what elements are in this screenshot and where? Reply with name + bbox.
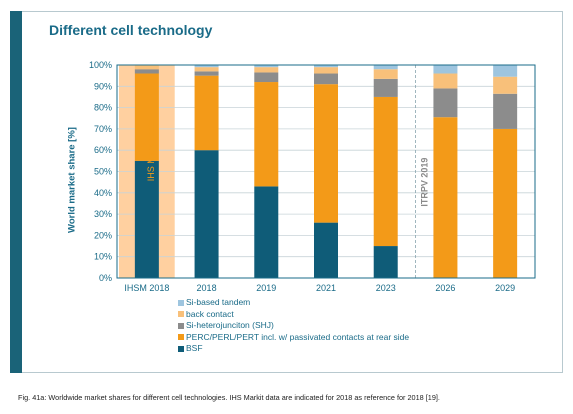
y-tick-label: 40% bbox=[94, 188, 112, 198]
bar-segment bbox=[433, 117, 458, 278]
legend-swatch bbox=[178, 345, 184, 352]
legend-label: Si-based tandem bbox=[186, 297, 251, 307]
bar-segment bbox=[493, 128, 518, 278]
bar-segment bbox=[373, 69, 398, 79]
y-tick-label: 20% bbox=[94, 230, 112, 240]
x-tick-label: 2021 bbox=[316, 283, 336, 293]
bar-segment bbox=[254, 65, 279, 68]
x-tick-label: 2018 bbox=[197, 283, 217, 293]
y-tick-label: 80% bbox=[94, 103, 112, 113]
accent-bar bbox=[10, 11, 22, 373]
legend-item: Si-based tandem bbox=[178, 297, 409, 309]
bar-segment bbox=[194, 65, 219, 68]
legend-item: BSF bbox=[178, 343, 409, 355]
legend-label: BSF bbox=[186, 343, 203, 353]
y-tick-label: 10% bbox=[94, 252, 112, 262]
bar-segment bbox=[373, 78, 398, 97]
y-axis-label: World market share [%] bbox=[66, 127, 78, 233]
legend-item: back contact bbox=[178, 309, 409, 321]
x-tick-label: IHSM 2018 bbox=[124, 283, 169, 293]
plot-area-border bbox=[116, 64, 536, 279]
x-tick-label: 2026 bbox=[435, 283, 455, 293]
legend-swatch bbox=[178, 334, 184, 341]
bar-segment bbox=[373, 96, 398, 247]
bar-segment bbox=[254, 186, 279, 278]
y-axis-label-wrap: World market share [%] bbox=[57, 105, 87, 255]
bar-segment bbox=[314, 67, 338, 74]
bar-segment bbox=[493, 93, 518, 129]
x-tick-label: 2029 bbox=[495, 283, 515, 293]
bar-segment bbox=[314, 222, 338, 278]
bar-segment bbox=[134, 73, 159, 161]
y-tick-label: 50% bbox=[94, 167, 112, 177]
annotation-ihs-markit: IHS Markit data bbox=[146, 119, 156, 181]
bar-segment bbox=[194, 75, 219, 151]
legend-swatch bbox=[178, 311, 184, 318]
legend-item: PERC/PERL/PERT incl. w/ passivated conta… bbox=[178, 332, 409, 344]
bar-segment bbox=[314, 84, 338, 223]
legend-label: back contact bbox=[186, 308, 234, 319]
y-tick-label: 90% bbox=[94, 81, 112, 91]
legend-swatch bbox=[178, 322, 184, 329]
y-tick-label: 30% bbox=[94, 209, 112, 219]
y-tick-label: 0% bbox=[99, 273, 112, 283]
bar-segment bbox=[254, 72, 279, 83]
y-tick-label: 70% bbox=[94, 124, 112, 134]
bar-segment bbox=[373, 246, 398, 278]
bar-segment bbox=[254, 82, 279, 187]
bar-segment bbox=[373, 65, 398, 70]
x-tick-label: 2019 bbox=[256, 283, 276, 293]
y-tick-label: 100% bbox=[89, 60, 112, 70]
bar-segment bbox=[194, 67, 219, 72]
chart-title: Different cell technology bbox=[49, 22, 213, 38]
legend-swatch bbox=[178, 299, 184, 306]
chart-frame bbox=[10, 11, 563, 373]
bar-segment bbox=[194, 71, 219, 76]
bar-segment bbox=[314, 65, 338, 68]
bar-segment bbox=[493, 65, 518, 77]
bar-segment bbox=[433, 88, 458, 118]
bar-segment bbox=[314, 73, 338, 85]
bar-segment bbox=[254, 67, 279, 73]
bar-segment bbox=[433, 73, 458, 89]
legend: Si-based tandem back contact Si-heterojunc… bbox=[178, 297, 409, 355]
bar-segment bbox=[134, 69, 159, 74]
y-tick-label: 60% bbox=[94, 145, 112, 155]
bar-segment bbox=[493, 76, 518, 94]
figure-caption: Fig. 41a: Worldwide market shares for di… bbox=[18, 393, 440, 402]
annotation-itrpv: ITRPV 2019 bbox=[420, 158, 430, 207]
legend-item: Si-heterojunciton (SHJ) bbox=[178, 320, 409, 332]
x-tick-label: 2023 bbox=[376, 283, 396, 293]
bar-segment bbox=[134, 65, 159, 70]
legend-label: Si-heterojunciton (SHJ) bbox=[186, 320, 274, 330]
bar-segment bbox=[433, 65, 458, 74]
bar-segment bbox=[134, 160, 159, 278]
bar-segment bbox=[194, 150, 219, 278]
legend-label: PERC/PERL/PERT incl. w/ passivated conta… bbox=[186, 331, 410, 342]
